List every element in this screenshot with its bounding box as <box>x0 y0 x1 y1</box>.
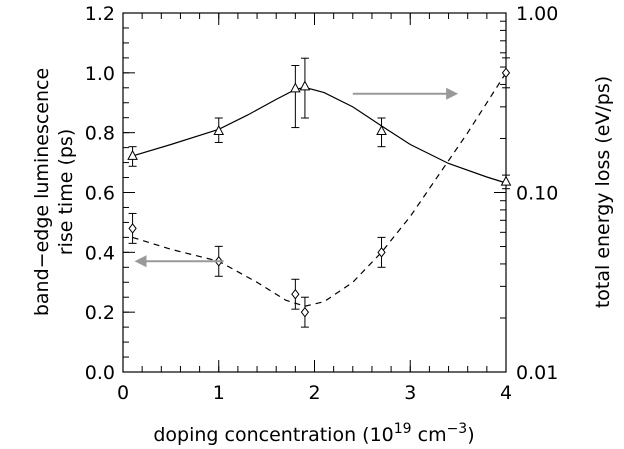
series-1-diamond-marker <box>377 247 386 258</box>
errorbars <box>128 57 510 328</box>
arrows <box>134 87 459 268</box>
y-left-tick-label: 0.6 <box>85 183 115 205</box>
plot-frame <box>122 12 507 373</box>
series-0-triangle-marker <box>290 82 301 93</box>
series-1-diamond-marker <box>300 306 310 318</box>
arrow-left-head <box>134 255 147 268</box>
series-0-triangle-marker <box>376 124 387 136</box>
arrow-right-head <box>446 87 459 100</box>
y-left-axis-title-line2: rise time (ps) <box>55 129 77 255</box>
y-right-tick-label: 1.00 <box>516 3 558 25</box>
y-left-tick-label: 0.8 <box>85 123 115 145</box>
x-tick-label: 3 <box>404 382 416 404</box>
tick-labels: 0 1 2 3 4 0.0 0.2 0.4 0.6 0.8 1.0 1.2 0.01 0.10 1.00 <box>85 3 559 404</box>
y-left-tick-label: 1.2 <box>85 3 115 25</box>
y-right-tick-label: 0.10 <box>516 183 558 205</box>
y-right-tick-label: 0.01 <box>516 362 558 384</box>
series-0-triangle-marker <box>299 80 311 91</box>
series-1-diamond-marker <box>291 288 300 300</box>
x-tick-label: 2 <box>308 382 320 404</box>
series-0-triangle-marker <box>127 149 138 160</box>
series-1-diamond-marker <box>501 67 511 79</box>
series-0-triangle-marker <box>500 175 512 186</box>
y-left-axis-title-line1: band−edge luminescence <box>31 68 53 316</box>
y-right-axis-title: total energy loss (eV/ps) <box>592 76 614 308</box>
x-tick-label: 4 <box>500 382 512 404</box>
y-left-tick-label: 0.2 <box>85 302 115 324</box>
x-axis-title: doping concentration (1019 cm−3) <box>153 421 474 446</box>
ticks <box>122 12 507 373</box>
y-left-tick-label: 0.0 <box>85 362 115 384</box>
series-1-curve <box>132 72 507 307</box>
series-0-curve <box>132 86 507 184</box>
x-tick-label: 0 <box>117 382 129 404</box>
series-0-triangle-marker <box>213 124 225 136</box>
curves <box>132 72 507 307</box>
markers <box>127 67 512 318</box>
y-left-tick-label: 0.4 <box>85 242 115 264</box>
series-1-diamond-marker <box>128 223 137 234</box>
y-left-tick-label: 1.0 <box>85 63 115 85</box>
x-tick-label: 1 <box>213 382 225 404</box>
